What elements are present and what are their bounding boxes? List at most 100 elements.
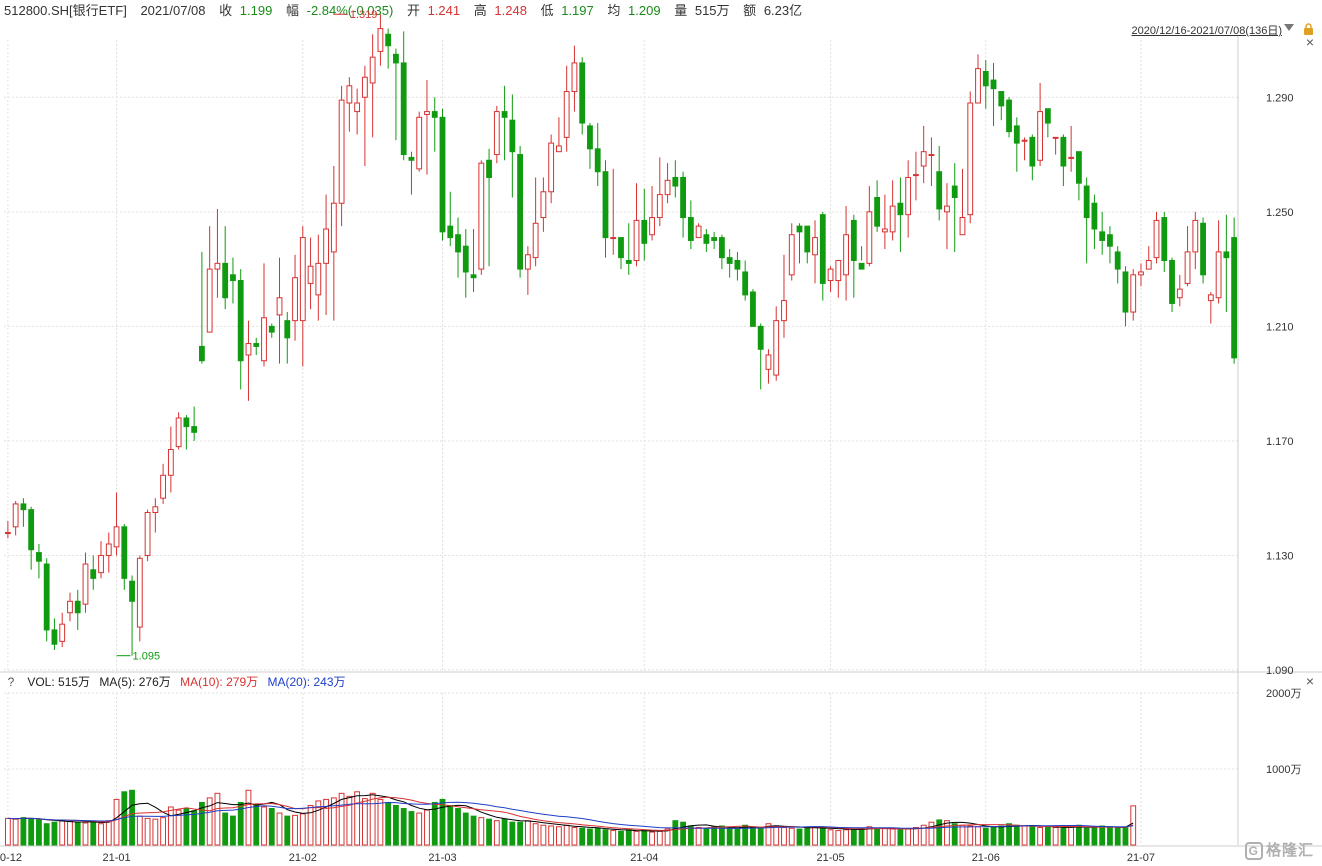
date-range-label[interactable]: 2020/12/16-2021/07/08(136日) — [1131, 25, 1282, 37]
volume-bar — [556, 826, 562, 846]
candle-body — [206, 268, 213, 333]
volume-bar — [4, 817, 11, 846]
volume-bar — [1021, 825, 1028, 846]
candle-body — [493, 111, 500, 156]
volume-bar — [1029, 826, 1036, 846]
candle-body — [571, 62, 578, 93]
volume-bar — [913, 827, 919, 846]
volume-bar — [152, 818, 159, 846]
candle-body — [951, 185, 958, 199]
candle-body — [67, 600, 73, 614]
volume-bar — [167, 806, 174, 846]
candle-body — [1122, 271, 1129, 313]
candle-body — [160, 474, 167, 499]
symbol-label: 512800.SH[银行ETF] — [4, 3, 127, 18]
candle-body — [1068, 156, 1075, 159]
candle-body — [105, 543, 112, 556]
candle-body — [928, 154, 935, 157]
volume-bar — [284, 815, 291, 846]
volume-bar — [478, 817, 485, 846]
close-icon[interactable]: × — [1305, 34, 1314, 50]
volume-bar — [51, 821, 58, 846]
candle-body — [268, 325, 275, 333]
date-tick-label: 20-12 — [0, 852, 22, 864]
avg-value: 1.209 — [628, 3, 661, 18]
volume-bar — [532, 823, 539, 846]
volume-bar — [548, 825, 555, 846]
quote-info-bar: 512800.SH[银行ETF] 2021/07/08 收 1.199 幅 -2… — [0, 0, 1322, 22]
candle-body — [323, 228, 329, 264]
candle-body — [1021, 139, 1028, 142]
candle-body — [897, 202, 904, 216]
candle-body — [975, 68, 981, 104]
lock-icon[interactable] — [1303, 23, 1314, 35]
volume-bar — [1044, 826, 1051, 846]
close-icon[interactable]: × — [1305, 673, 1314, 689]
volume-bar — [346, 795, 353, 846]
candle-body — [765, 354, 772, 370]
price-tick-label: 1.210 — [1266, 321, 1294, 333]
candle-body — [354, 102, 361, 113]
price-axis: 1.290 1.250 1.210 1.170 1.130 1.090 — [1266, 92, 1294, 677]
candle-body — [230, 274, 236, 282]
volume-bar — [711, 826, 718, 846]
candle-body — [455, 234, 461, 253]
volume-bar — [819, 827, 826, 846]
candle-body — [788, 234, 795, 276]
candle-body — [695, 225, 702, 239]
close-value: 1.199 — [239, 3, 273, 18]
volume-bar — [804, 827, 811, 846]
volume-bar — [765, 823, 772, 846]
candle-body — [874, 197, 881, 227]
volume-bar — [602, 829, 609, 846]
candle-body — [703, 234, 710, 244]
candle-body — [905, 176, 912, 216]
candle-body — [136, 557, 143, 628]
volume-bar — [214, 792, 221, 846]
chevron-down-icon[interactable] — [1284, 24, 1294, 31]
candle-body — [1091, 202, 1098, 230]
ma5-text: MA(5): 276万 — [99, 675, 171, 689]
candle-body — [548, 142, 555, 193]
candle-body — [167, 449, 174, 476]
volume-tick-label: 1000万 — [1266, 764, 1301, 776]
low-label: 低 — [540, 3, 554, 18]
volume-bar — [20, 817, 27, 846]
candle-body — [812, 237, 818, 256]
volume-bar — [664, 828, 671, 846]
ma10-text: MA(10): 279万 — [180, 675, 259, 689]
date-label: 2021/07/08 — [140, 3, 206, 18]
volume-bar — [136, 815, 143, 846]
amount-value: 6.23亿 — [763, 3, 803, 18]
candle-body — [1099, 231, 1106, 241]
volume-bars — [4, 789, 1137, 846]
candle-body — [757, 325, 764, 350]
candle-body — [299, 237, 306, 322]
candle-body — [424, 111, 430, 115]
volume-bar — [82, 822, 89, 846]
help-icon[interactable]: ? — [7, 675, 15, 689]
candle-body — [1114, 251, 1121, 270]
volume-bar — [261, 806, 267, 846]
volume-tick-label: 2000万 — [1266, 688, 1301, 700]
candle-body — [781, 300, 787, 322]
volume-bar — [1052, 827, 1059, 846]
date-tick-label: 21-05 — [816, 852, 844, 864]
volume-ma-lines — [7, 794, 1134, 832]
candle-body — [718, 237, 725, 259]
candle-body — [827, 268, 834, 282]
volume-bar — [788, 827, 795, 846]
candle-body — [889, 205, 896, 233]
volume-bar — [315, 800, 322, 846]
candle-body — [656, 194, 663, 219]
candle-body — [1130, 274, 1137, 313]
candle-body — [773, 320, 780, 376]
candle-body — [1153, 219, 1160, 259]
volume-bar — [113, 798, 120, 846]
volume-bar — [354, 791, 361, 846]
volume-bar — [633, 830, 640, 846]
volume-bar — [982, 827, 989, 846]
volume-bar — [726, 828, 733, 846]
volume-bar — [734, 827, 741, 846]
